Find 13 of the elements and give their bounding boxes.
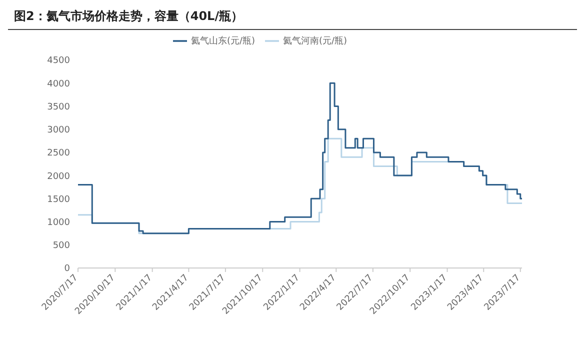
legend-label: 氦气山东(元/瓶) (190, 36, 255, 46)
y-tick-label: 4500 (47, 56, 70, 66)
y-tick-label: 1500 (47, 194, 70, 205)
y-tick-label: 3000 (47, 126, 70, 136)
y-tick-label: 2000 (47, 172, 70, 182)
y-tick-label: 1000 (47, 218, 70, 228)
y-tick-label: 4000 (47, 79, 70, 90)
y-tick-label: 3500 (47, 102, 70, 112)
y-tick-label: 500 (52, 241, 70, 252)
y-tick-label: 0 (64, 264, 70, 274)
y-tick-label: 2500 (47, 148, 70, 159)
legend-label: 氦气河南(元/瓶) (283, 36, 348, 46)
chart-title: 图2：氦气市场价格走势，容量（40L/瓶） (8, 8, 577, 30)
